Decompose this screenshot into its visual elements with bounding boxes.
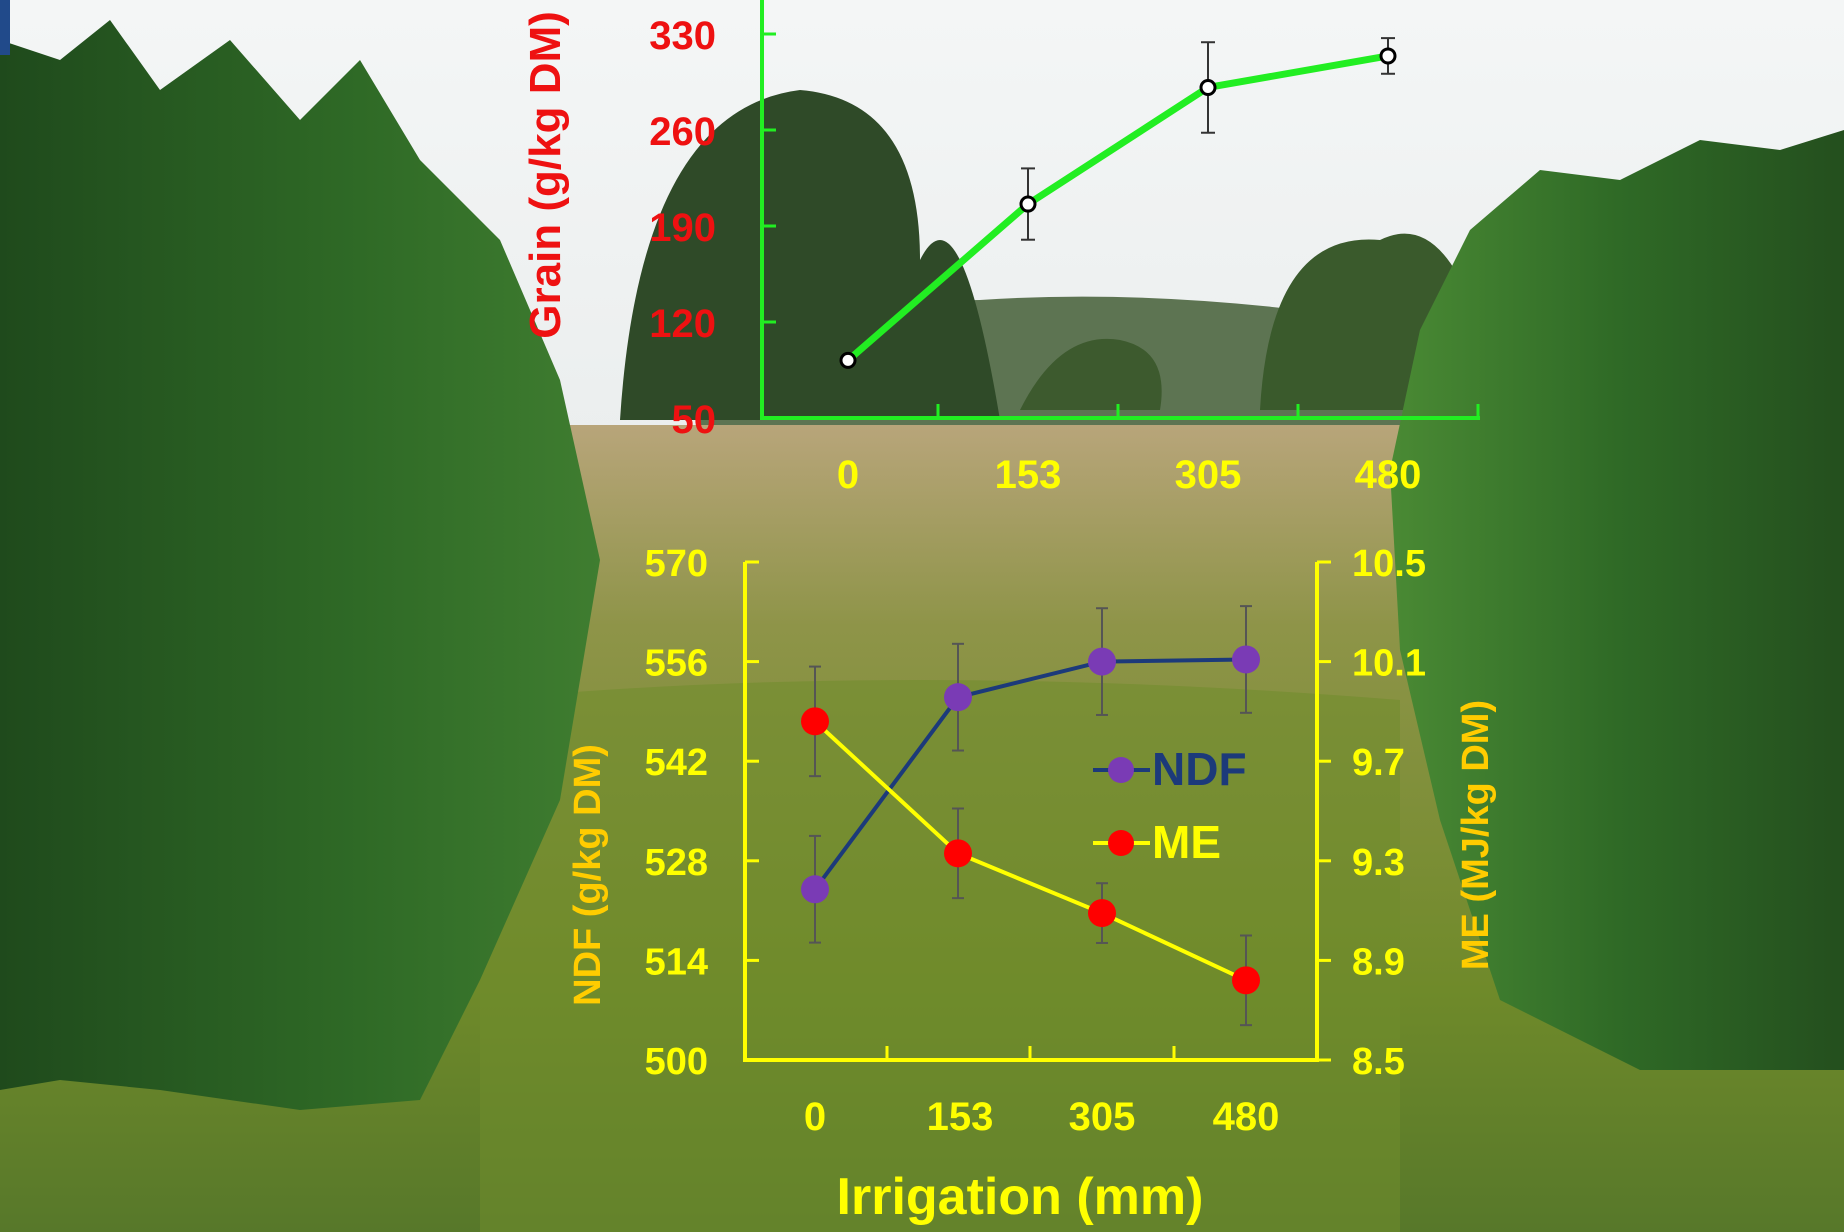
ndf-series-line [813,657,1247,891]
ndf-data-point [1088,647,1116,676]
legend-me-marker [1108,830,1134,856]
legend: NDF ME [1093,743,1247,868]
grain-y-tick-label: 190 [649,206,716,250]
me-y-tick-label: 9.7 [1352,742,1405,784]
ndf-data-point [801,875,829,904]
grain-data-point [839,351,857,369]
grain-y-tick-label: 260 [649,110,716,154]
grain-series-line [845,52,1389,364]
legend-item-ndf: NDF [1093,743,1247,795]
me-data-point [1232,966,1260,995]
grain-y-axis-label: Grain (g/kg DM) [521,11,570,339]
ndf-x-tick-label: 0 [804,1095,826,1139]
ndf-x-tick-label: 305 [1069,1095,1136,1139]
me-data-point [1088,899,1116,928]
grain-y-tick-label: 330 [649,14,716,58]
me-data-point [801,707,829,736]
ndf-data-point [944,683,972,712]
ndf-data-point [1232,645,1260,674]
me-y-tick-label: 10.5 [1352,543,1426,585]
grain-x-tick-label: 305 [1175,453,1242,497]
me-data-point [944,839,972,868]
ndf-y-tick-label: 570 [645,543,708,585]
grain-x-tick-label: 0 [837,453,859,497]
grain-data-point [1019,195,1037,213]
grain-y-tick-label: 120 [649,302,716,346]
me-series-line [813,719,1247,983]
grain-data-point [1379,47,1397,65]
irrigation-x-axis-label: Irrigation (mm) [837,1168,1204,1226]
ndf-x-tick-label: 480 [1213,1095,1280,1139]
me-y-tick-label: 8.9 [1352,941,1405,983]
legend-me-label: ME [1152,816,1221,868]
ndf-y-tick-label: 556 [645,643,708,685]
grain-chart: 50 120 190 260 330 0 153 305 480 Grain (g/kg DM… [521,0,1480,497]
legend-item-me: ME [1093,816,1221,868]
legend-ndf-label: NDF [1152,743,1247,795]
ndf-y-tick-label: 528 [645,842,708,884]
grain-data-point [1199,78,1217,96]
me-y-axis-label: ME (MJ/kg DM) [1455,700,1497,970]
legend-ndf-marker [1108,757,1134,783]
me-y-tick-label: 9.3 [1352,842,1405,884]
ndf-y-tick-label: 500 [645,1041,708,1083]
ndf-y-tick-label: 542 [645,742,708,784]
ndf-y-tick-label: 514 [645,941,708,983]
grain-x-tick-label: 480 [1355,453,1422,497]
grain-x-tick-label: 153 [995,453,1062,497]
me-y-tick-label: 8.5 [1352,1041,1405,1083]
me-y-tick-label: 10.1 [1352,643,1426,685]
ndf-x-tick-label: 153 [927,1095,994,1139]
ndf-y-axis-label: NDF (g/kg DM) [567,744,609,1006]
grain-y-tick-label: 50 [672,398,717,442]
